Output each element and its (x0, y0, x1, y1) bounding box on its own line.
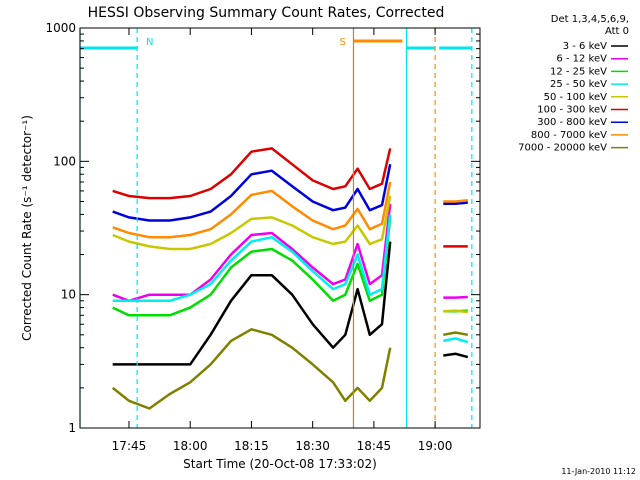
x-tick-label: 18:00 (173, 439, 208, 453)
x-tick-label: 18:45 (357, 439, 392, 453)
series-group (111, 147, 469, 410)
series-line (112, 195, 392, 251)
series-line (112, 203, 392, 303)
series-line (112, 214, 392, 303)
x-tick-label: 18:30 (295, 439, 330, 453)
timestamp-footer: 11-Jan-2010 11:12 (561, 467, 636, 476)
series-line-late (443, 295, 468, 299)
series-line (112, 181, 392, 239)
y-axis-label: Corrected Count Rate (s⁻¹ detector⁻¹) (20, 115, 34, 341)
legend-entry: 100 - 300 keV (537, 105, 607, 116)
series-line-late (443, 199, 468, 203)
legend-entry: 12 - 25 keV (550, 66, 607, 77)
plot-frame (79, 27, 481, 429)
x-tick-label: 19:00 (418, 439, 453, 453)
flag-label: N (146, 37, 153, 48)
flag-label: S (339, 37, 345, 48)
x-tick-label: 17:45 (112, 439, 147, 453)
series-line-late (443, 352, 469, 359)
legend-header: Det 1,3,4,5,6,9, (551, 14, 629, 25)
x-axis-label: Start Time (20-Oct-08 17:33:02) (183, 457, 377, 471)
x-tick-label: 18:15 (234, 439, 269, 453)
x-axis: 17:45 18:00 18:15 18:30 18:45 19:00 (112, 28, 453, 453)
legend: Det 1,3,4,5,6,9,Att 0 3 - 6 keV 6 - 12 keV… (518, 14, 629, 154)
legend-header: Att 0 (605, 26, 629, 37)
legend-entry: 800 - 7000 keV (531, 130, 607, 141)
legend-entry: 3 - 6 keV (563, 41, 607, 52)
y-axis: 1 10 100 1000 (45, 21, 480, 435)
series-line (112, 241, 392, 366)
series-line (111, 328, 392, 410)
y-tick-label: 1000 (45, 21, 76, 35)
legend-entry: 7000 - 20000 keV (518, 143, 607, 154)
legend-entry: 25 - 50 keV (550, 79, 607, 90)
series-line-late (443, 331, 469, 337)
y-tick-label: 1 (68, 421, 76, 435)
legend-entry: 300 - 800 keV (537, 117, 607, 128)
series-line-late (443, 201, 468, 206)
legend-entry: 6 - 12 keV (556, 54, 607, 65)
series-line (112, 217, 392, 317)
y-tick-label: 10 (61, 288, 76, 302)
marker-lines (79, 28, 473, 428)
series-line-late (443, 337, 469, 344)
legend-entry: 50 - 100 keV (544, 92, 608, 103)
series-line (112, 147, 392, 200)
series-line-late (443, 309, 468, 314)
y-tick-label: 100 (53, 154, 76, 168)
chart-title: HESSI Observing Summary Count Rates, Cor… (88, 5, 445, 21)
series-line (112, 164, 392, 222)
